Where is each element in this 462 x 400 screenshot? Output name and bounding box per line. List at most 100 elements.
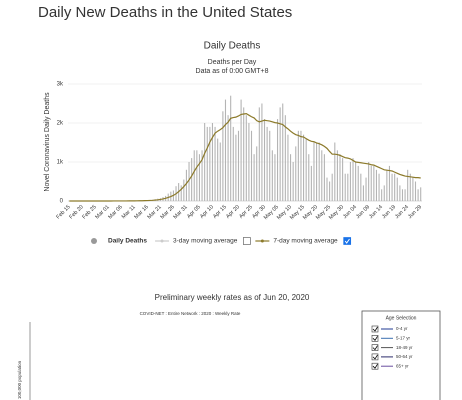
bar <box>263 119 266 201</box>
bar <box>407 169 409 201</box>
bar <box>326 177 328 201</box>
bar <box>420 187 422 201</box>
checkbox[interactable] <box>371 362 379 370</box>
bar <box>344 173 346 201</box>
bar <box>188 162 190 201</box>
bar <box>196 150 198 201</box>
x-tick-label: Apr 20 <box>225 204 241 220</box>
bar <box>245 115 247 201</box>
bar <box>349 162 351 201</box>
chart-title: Preliminary weekly rates as of Jun 20, 2… <box>155 293 310 302</box>
x-tick-label: Jun 29 <box>407 204 423 220</box>
bar <box>279 107 281 201</box>
bar <box>269 130 271 201</box>
bar <box>362 185 364 201</box>
checkbox-tick <box>372 363 378 369</box>
y-axis-label: 100,000 population <box>17 360 22 399</box>
bar <box>339 154 341 201</box>
bar <box>193 150 195 201</box>
bar <box>401 189 404 201</box>
bar <box>370 165 372 201</box>
bar <box>394 173 396 201</box>
legend-label[interactable]: 5-17 yr <box>396 335 411 340</box>
bar <box>305 138 307 201</box>
y-tick-label: 2k <box>57 121 64 127</box>
bar <box>297 130 299 201</box>
checkbox-tick <box>372 345 378 351</box>
x-tick-label: Apr 25 <box>238 204 254 220</box>
bar <box>360 173 362 201</box>
bar <box>224 99 227 201</box>
legend-label[interactable]: 3-day moving average <box>173 238 238 245</box>
bar <box>198 154 200 201</box>
legend-label[interactable]: 50-64 yr <box>396 354 413 359</box>
checkbox-tick <box>372 354 378 360</box>
chart-subtitle: Data as of 0:00 GMT+8 <box>196 68 269 75</box>
bar <box>295 146 297 201</box>
bar <box>357 165 359 201</box>
bar <box>256 146 258 201</box>
legend-title: Age Selection <box>386 315 417 321</box>
bar <box>412 177 414 201</box>
bar <box>185 169 187 201</box>
bar <box>409 173 411 201</box>
bar <box>300 130 302 201</box>
legend-label[interactable]: 65+ yr <box>396 363 409 368</box>
legend-label[interactable]: 7-day moving average <box>273 238 338 245</box>
bar <box>258 107 260 201</box>
bar <box>227 115 229 201</box>
bar <box>206 126 208 201</box>
checkbox[interactable] <box>371 344 379 351</box>
bar <box>243 107 245 201</box>
bar <box>287 134 289 201</box>
x-tick-label: Apr 15 <box>212 204 228 220</box>
bar <box>381 189 383 201</box>
bar <box>271 150 273 201</box>
bar <box>396 177 398 201</box>
bar <box>417 189 419 201</box>
legend-label[interactable]: 18-49 yr <box>396 345 413 350</box>
bar <box>266 126 268 201</box>
bar <box>292 162 294 201</box>
bar <box>204 123 206 201</box>
x-tick-label: Apr 05 <box>186 204 202 220</box>
bar <box>391 173 393 201</box>
bar <box>180 185 182 201</box>
bar <box>209 126 211 201</box>
checkbox-tick <box>344 238 350 244</box>
bar <box>222 111 224 201</box>
y-tick-label: 1k <box>57 160 64 166</box>
bar <box>211 123 214 201</box>
bar <box>276 119 279 201</box>
bar <box>313 142 315 201</box>
bar <box>355 162 357 201</box>
bar <box>378 173 380 201</box>
bar <box>368 162 370 201</box>
bar <box>329 181 331 201</box>
bar <box>235 134 237 201</box>
bar <box>261 103 263 201</box>
bar <box>318 142 320 201</box>
checkbox[interactable] <box>371 353 379 361</box>
bar <box>347 173 349 201</box>
checkbox[interactable] <box>243 237 251 245</box>
bar <box>253 154 255 201</box>
bar <box>308 154 310 201</box>
checkbox[interactable] <box>371 334 379 342</box>
bar <box>316 142 318 201</box>
bar <box>365 177 367 201</box>
legend-label[interactable]: 0-4 yr <box>396 326 408 331</box>
checkbox[interactable] <box>343 237 352 245</box>
legend-label[interactable]: Daily Deaths <box>108 238 147 245</box>
bar <box>183 179 185 201</box>
y-axis-label: Novel Coronavirus Daily Deaths <box>44 92 51 192</box>
bar <box>232 126 234 201</box>
bar <box>399 185 401 201</box>
x-tick-label: Apr 10 <box>199 204 215 220</box>
bar <box>386 169 388 201</box>
checkbox[interactable] <box>371 325 379 333</box>
x-tick-label: Mar 31 <box>173 204 189 220</box>
bar <box>352 158 354 201</box>
